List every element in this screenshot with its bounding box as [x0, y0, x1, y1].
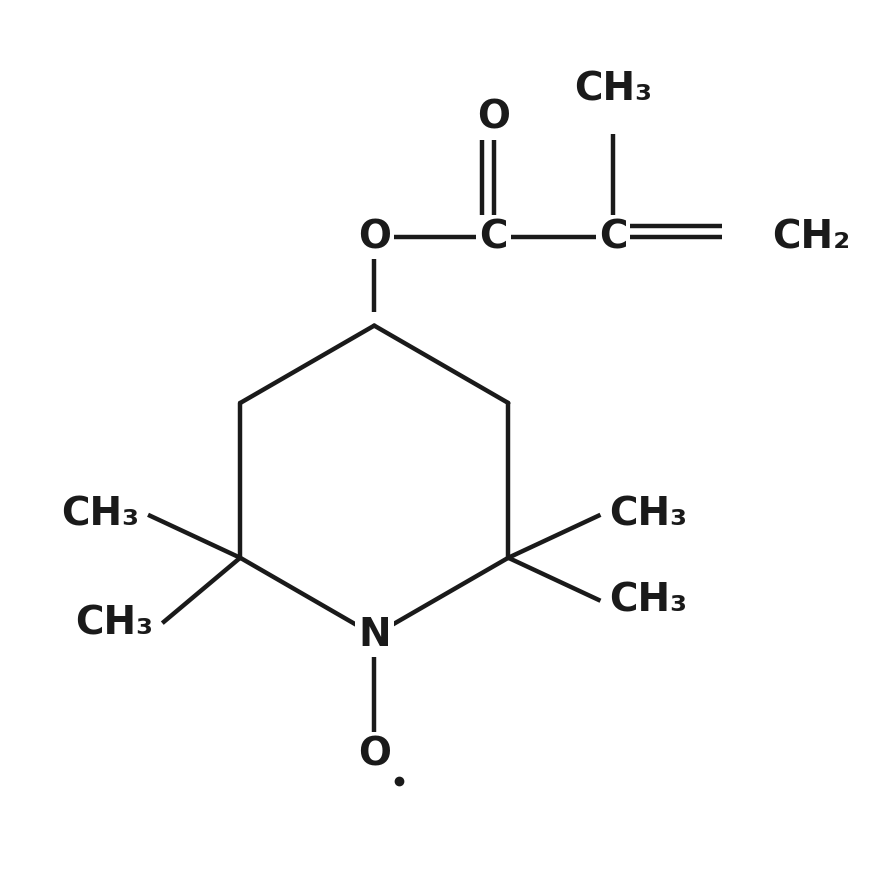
Text: C: C: [599, 218, 627, 256]
Text: CH₃: CH₃: [610, 496, 687, 534]
Text: O: O: [477, 99, 510, 137]
Text: O: O: [358, 218, 391, 256]
Text: CH₃: CH₃: [76, 604, 153, 643]
Text: CH₃: CH₃: [574, 71, 652, 109]
Text: CH₃: CH₃: [61, 496, 139, 534]
Text: O: O: [358, 735, 391, 773]
Text: CH₃: CH₃: [610, 582, 687, 619]
Text: N: N: [358, 616, 391, 654]
Text: C: C: [480, 218, 508, 256]
Text: CH₂: CH₂: [773, 218, 850, 256]
